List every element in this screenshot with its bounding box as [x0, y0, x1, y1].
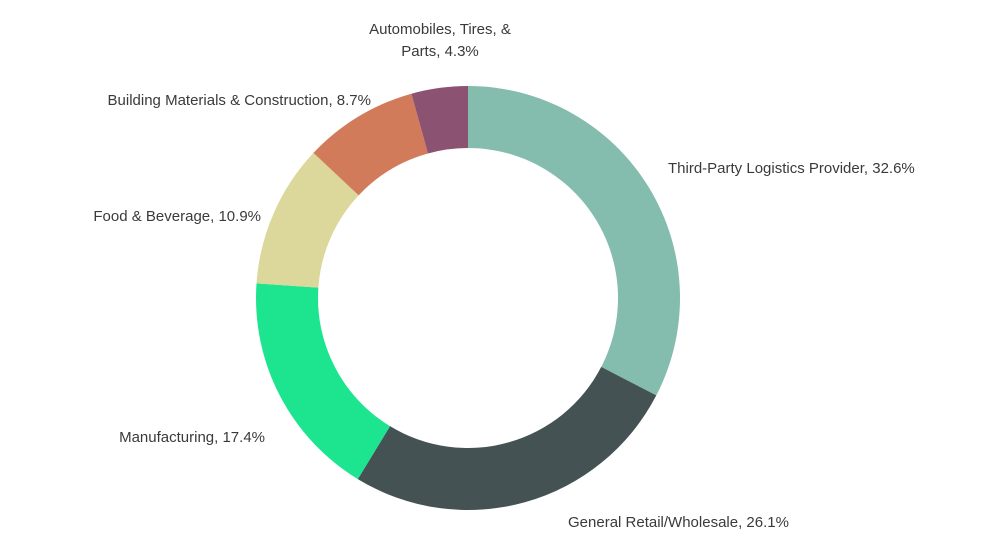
slice-5	[411, 86, 468, 154]
label-automobiles-line2: Parts, 4.3%	[401, 43, 479, 60]
slice-2	[256, 283, 391, 480]
label-third-party-logistics: Third-Party Logistics Provider, 32.6%	[668, 160, 915, 177]
slice-1	[357, 366, 657, 510]
slice-4	[313, 93, 428, 196]
label-general-retail: General Retail/Wholesale, 26.1%	[568, 514, 789, 531]
label-building-materials: Building Materials & Construction, 8.7%	[107, 92, 371, 109]
slice-3	[256, 152, 359, 288]
label-automobiles-line1: Automobiles, Tires, &	[369, 21, 511, 38]
label-manufacturing: Manufacturing, 17.4%	[119, 429, 265, 446]
label-automobiles: Automobiles, Tires, & Parts, 4.3%	[340, 19, 540, 63]
label-food-beverage: Food & Beverage, 10.9%	[93, 208, 261, 225]
slice-0	[468, 86, 680, 396]
